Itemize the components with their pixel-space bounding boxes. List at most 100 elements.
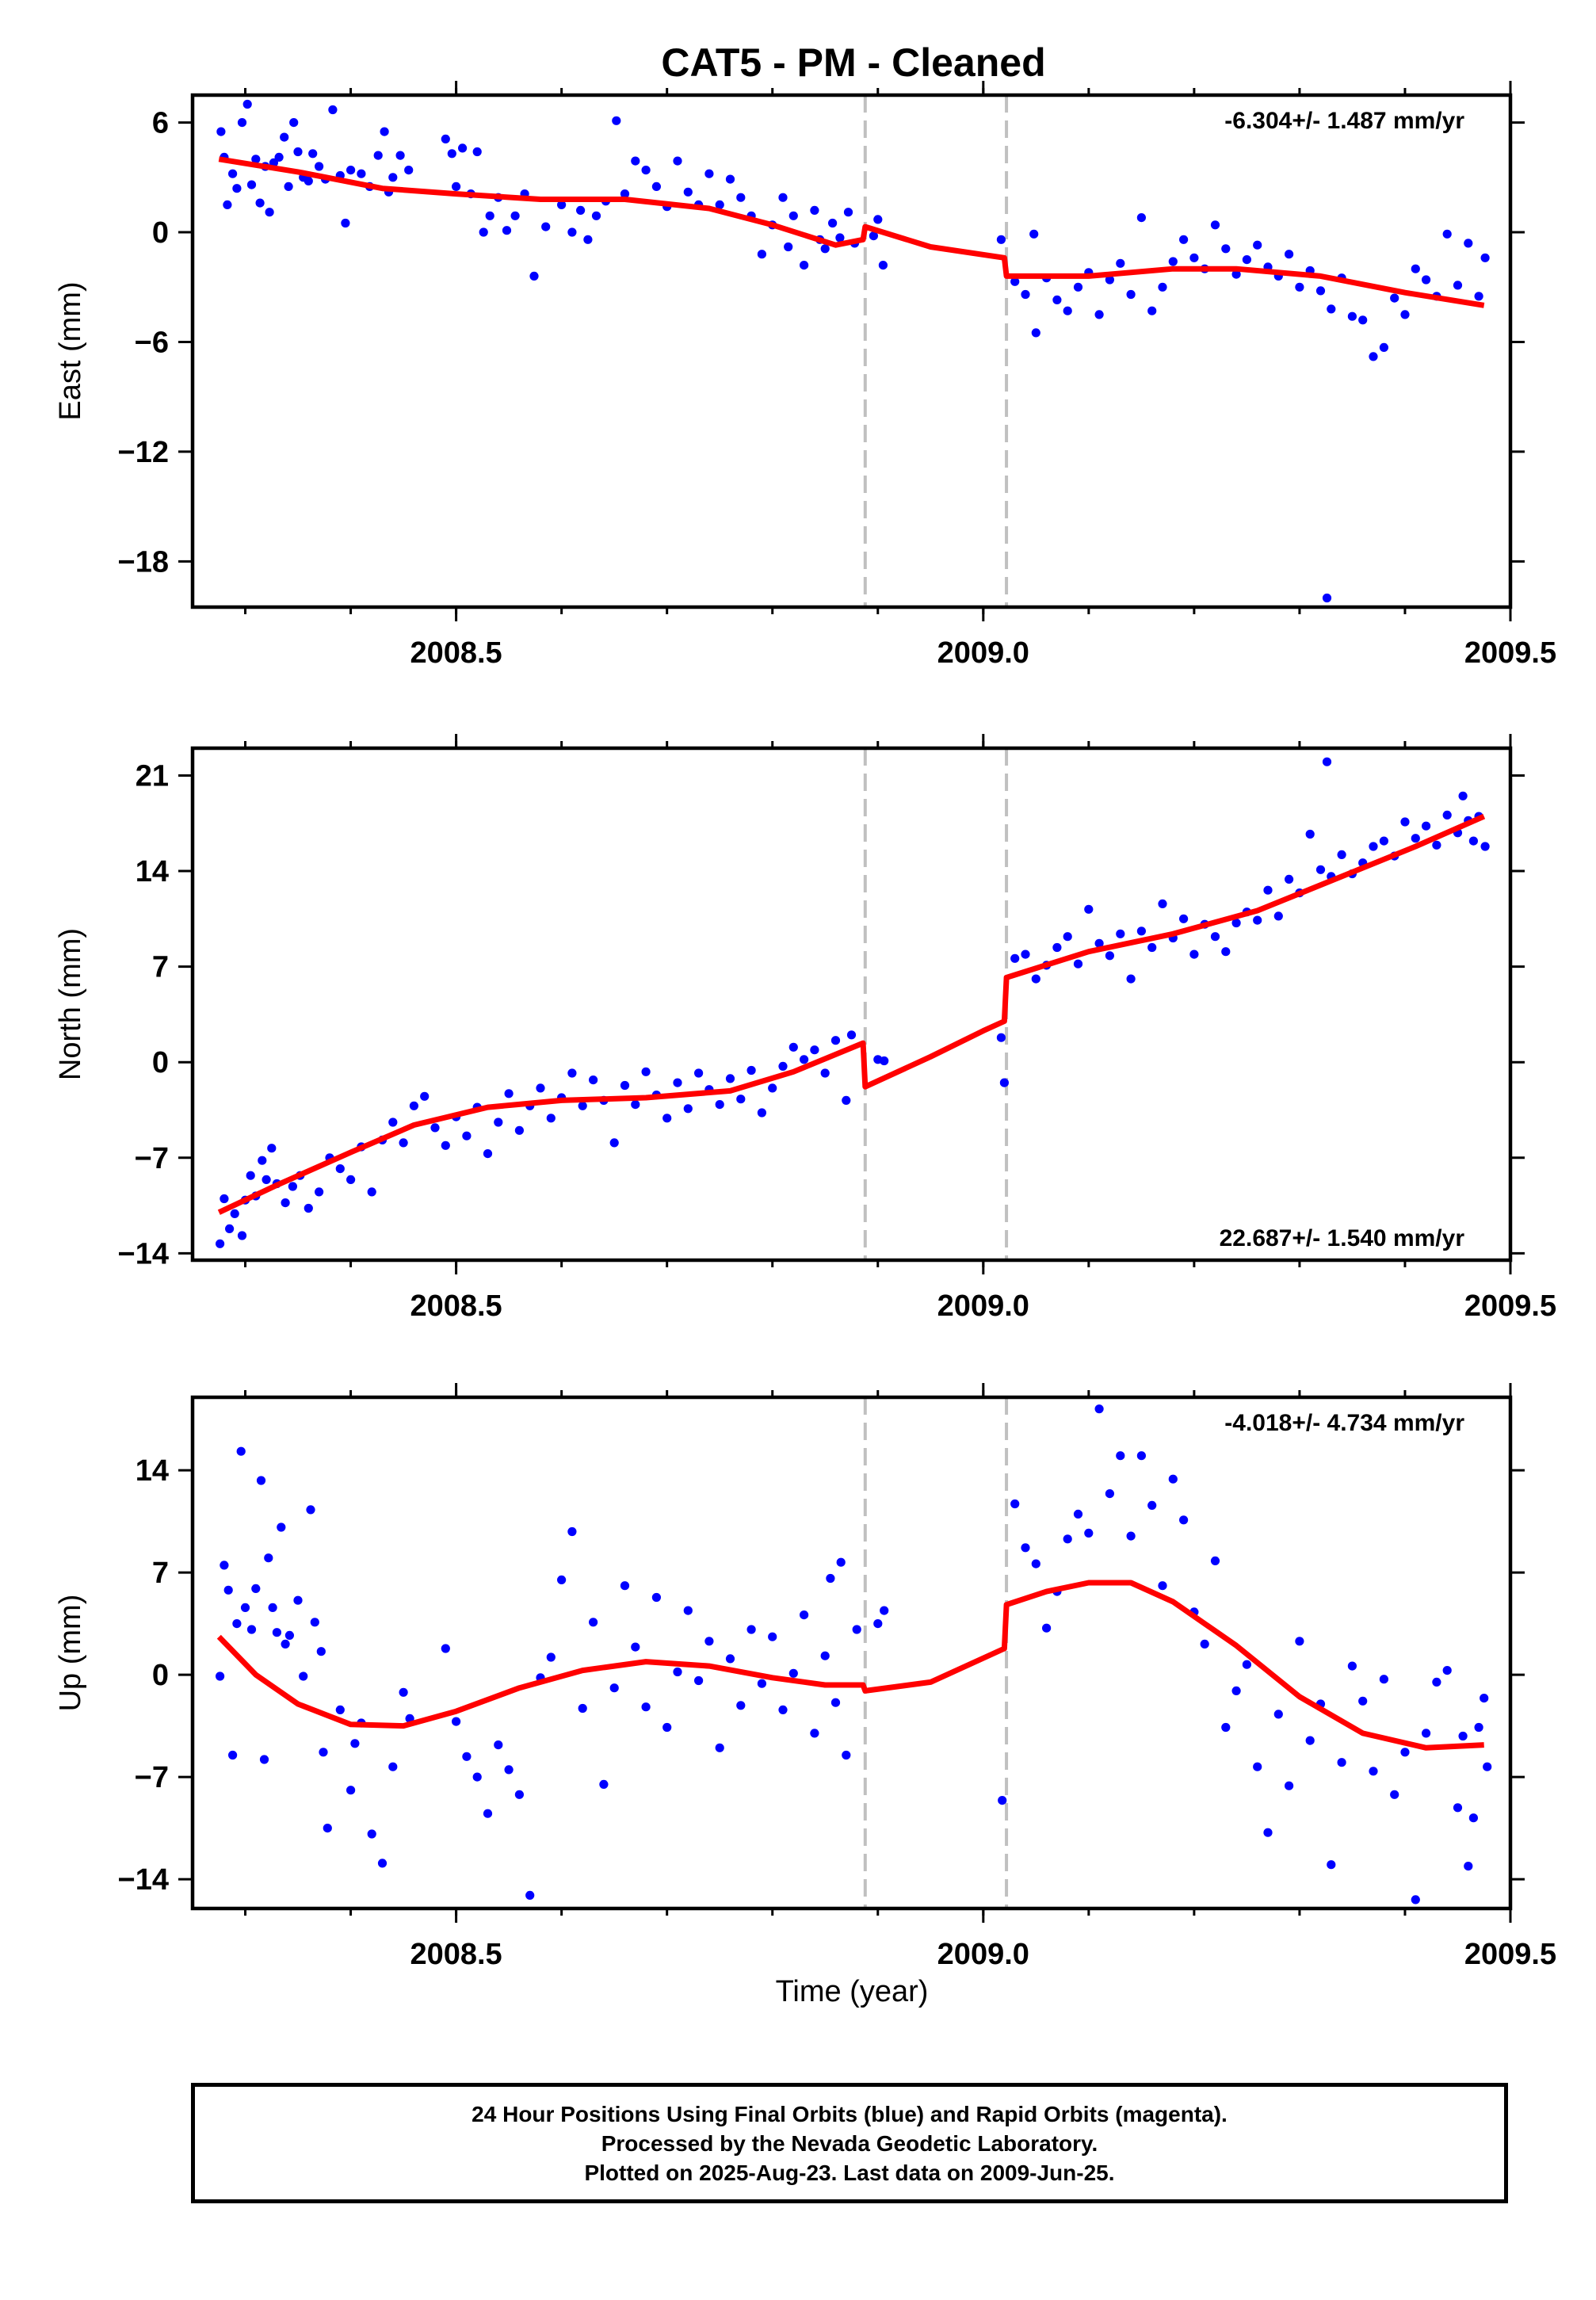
up-point — [494, 1740, 503, 1750]
north-point — [246, 1171, 255, 1180]
east-point — [1073, 282, 1083, 292]
east-point — [1126, 289, 1136, 300]
north-y-tick-label: 14 — [136, 855, 169, 888]
east-point — [1063, 306, 1072, 315]
east-point — [395, 151, 405, 160]
east-point — [1379, 342, 1388, 352]
east-fit-line — [218, 156, 1485, 308]
east-point — [1453, 281, 1463, 290]
up-point — [316, 1647, 326, 1656]
up-point — [251, 1584, 261, 1593]
north-point — [715, 1100, 724, 1110]
up-point — [1126, 1531, 1136, 1541]
up-point — [299, 1672, 308, 1681]
north-point — [631, 1100, 640, 1110]
up-point — [1305, 1736, 1315, 1745]
up-point — [281, 1639, 290, 1649]
north-point — [346, 1175, 356, 1184]
east-point — [529, 271, 539, 281]
up-point — [310, 1618, 319, 1627]
up-point — [399, 1687, 408, 1697]
north-point — [662, 1114, 672, 1123]
east-point — [328, 105, 338, 115]
east-point — [651, 181, 662, 191]
north-point — [409, 1101, 419, 1110]
east-point — [583, 235, 593, 244]
north-point — [609, 1138, 619, 1148]
up-point — [826, 1573, 835, 1584]
up-point — [1136, 1451, 1146, 1461]
up-point — [1010, 1499, 1020, 1509]
east-point — [308, 149, 318, 159]
footer-line-2: Processed by the Nevada Geodetic Laborat… — [601, 2130, 1098, 2156]
north-y-axis-label: North (mm) — [54, 928, 87, 1080]
north-point — [788, 1042, 798, 1052]
up-point — [216, 1672, 225, 1681]
up-point — [620, 1581, 630, 1591]
north-point — [567, 1068, 577, 1078]
north-point — [1253, 915, 1262, 925]
north-point — [1210, 932, 1220, 942]
up-point — [788, 1668, 798, 1678]
up-point — [293, 1595, 303, 1605]
up-point — [367, 1829, 376, 1839]
east-point — [835, 233, 845, 243]
north-fit-line — [217, 813, 1486, 1215]
up-point — [998, 1796, 1007, 1805]
east-point — [1242, 255, 1251, 265]
east-point — [1147, 306, 1157, 315]
east-point — [246, 180, 257, 189]
north-point — [315, 1187, 324, 1197]
east-point — [788, 211, 798, 220]
up-point — [589, 1618, 598, 1627]
north-point — [1480, 842, 1490, 851]
up-point — [1021, 1543, 1030, 1553]
up-point — [736, 1701, 746, 1710]
north-point — [1031, 974, 1040, 984]
north-point — [757, 1108, 767, 1118]
up-point — [350, 1739, 360, 1748]
up-point — [662, 1722, 672, 1733]
north-point — [1379, 836, 1388, 846]
east-point — [820, 244, 830, 254]
footer-line-3: Plotted on 2025-Aug-23. Last data on 200… — [584, 2160, 1115, 2185]
up-point — [1480, 1694, 1489, 1703]
east-point — [388, 173, 398, 182]
east-point — [810, 205, 819, 215]
up-point — [768, 1632, 777, 1641]
north-point — [494, 1118, 503, 1127]
east-point — [404, 166, 414, 175]
north-y-tick-label: −7 — [135, 1142, 169, 1175]
up-point — [306, 1505, 315, 1515]
north-point — [1105, 951, 1114, 961]
up-point — [220, 1561, 229, 1570]
up-point — [1147, 1500, 1157, 1510]
north-point — [1021, 949, 1030, 959]
east-point — [346, 166, 356, 175]
up-y-tick-label: −14 — [118, 1863, 169, 1897]
up-point — [651, 1592, 662, 1603]
east-point — [242, 99, 252, 109]
up-point — [246, 1625, 257, 1634]
north-point — [1458, 791, 1468, 800]
up-point — [578, 1703, 587, 1714]
east-point — [510, 211, 520, 220]
north-point — [1400, 817, 1410, 827]
north-point — [267, 1144, 277, 1153]
east-point — [232, 184, 242, 193]
north-point — [880, 1056, 889, 1066]
up-point — [873, 1619, 883, 1629]
east-point — [293, 147, 303, 157]
up-y-axis-label: Up (mm) — [54, 1595, 87, 1712]
up-point — [452, 1717, 461, 1726]
east-y-tick-label: 0 — [152, 216, 169, 250]
up-point — [514, 1790, 525, 1799]
north-point — [673, 1078, 682, 1087]
up-y-tick-label: −7 — [135, 1761, 169, 1794]
east-point — [683, 187, 693, 197]
east-point — [289, 118, 299, 128]
east-point — [1295, 282, 1304, 292]
north-point — [281, 1198, 290, 1208]
north-frame — [190, 746, 1513, 1263]
north-point — [288, 1182, 297, 1191]
